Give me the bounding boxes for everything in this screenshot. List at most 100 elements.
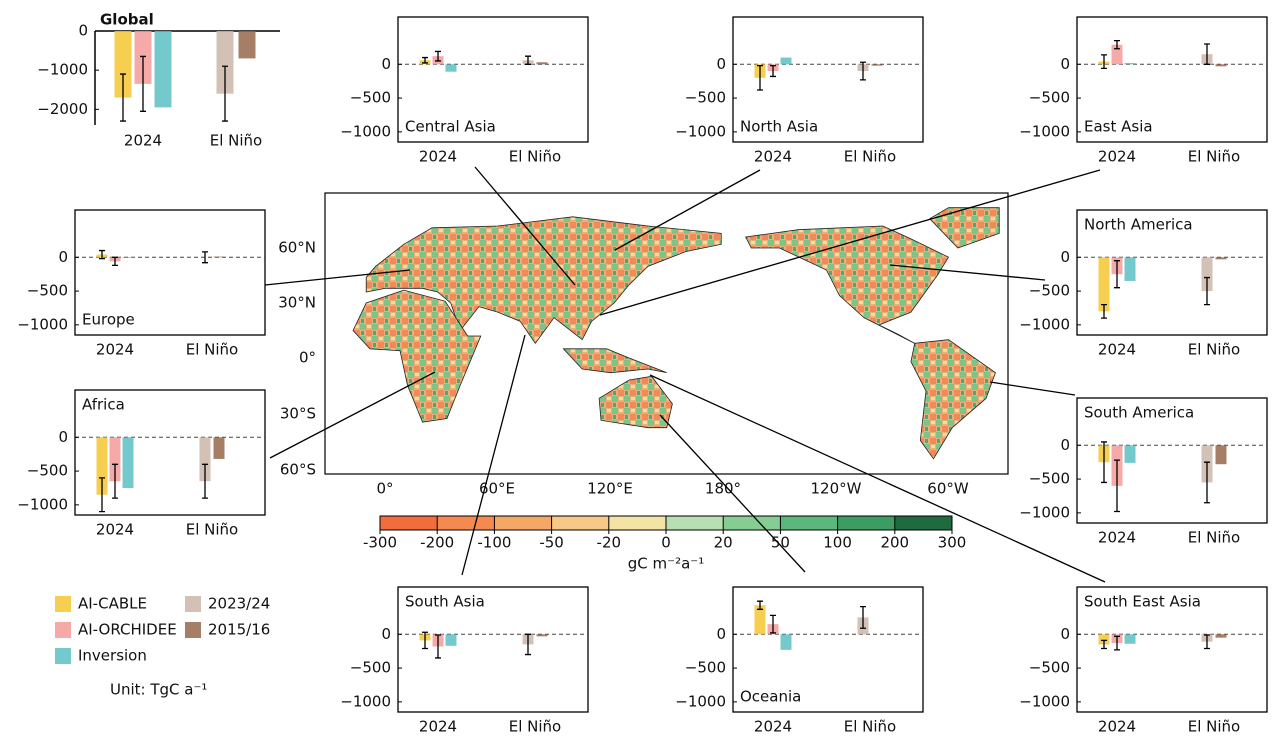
connector: [264, 269, 411, 286]
x-tick-label: El Niño: [1188, 341, 1241, 359]
colorbar-segment: [723, 516, 781, 530]
panel-frame: [1076, 397, 1268, 524]
panel-title: North America: [1084, 216, 1193, 234]
bar: [445, 634, 457, 646]
land: [352, 207, 1000, 460]
error-bar: [1114, 39, 1120, 50]
landmass: [910, 339, 996, 460]
bar: [109, 437, 121, 482]
bar: [445, 64, 457, 72]
x-tick-label: El Niño: [186, 521, 239, 539]
error-bar: [112, 256, 118, 267]
error-bar: [99, 477, 105, 513]
x-tick-label: El Niño: [1188, 529, 1241, 547]
x-tick-label: 2024: [1098, 148, 1136, 166]
bar: [754, 605, 766, 635]
bar: [536, 62, 548, 65]
y-tick-label: 0: [1060, 248, 1070, 266]
bar: [536, 634, 548, 637]
bar: [871, 64, 883, 66]
bar: [213, 256, 225, 258]
x-tick-label: 2024: [1098, 341, 1136, 359]
y-tick-label: −500: [1029, 659, 1070, 677]
error-bar: [222, 65, 228, 122]
colorbar-tick-label: 100: [823, 534, 852, 552]
error-bar: [770, 64, 776, 78]
error-bar: [1204, 461, 1210, 504]
x-tick-label: El Niño: [509, 148, 562, 166]
lat-label: 30°S: [280, 405, 316, 423]
lon-label: 60°W: [927, 480, 969, 498]
panel-title: East Asia: [1084, 118, 1153, 136]
panel-title: Global: [100, 11, 154, 29]
x-tick-label: El Niño: [1188, 148, 1241, 166]
lon-label: 0°: [376, 480, 393, 498]
y-tick-label: −1000: [1019, 315, 1070, 333]
panel-frame: [74, 389, 266, 516]
error-bar: [1204, 43, 1210, 65]
bar: [1124, 634, 1136, 644]
bar: [1124, 62, 1136, 65]
y-tick-label: 0: [78, 22, 88, 40]
lon-label: 60°E: [479, 480, 515, 498]
panel-title: Africa: [82, 396, 125, 414]
y-tick-label: 0: [716, 55, 726, 73]
connector: [474, 166, 576, 286]
bar: [1098, 257, 1110, 312]
error-bar: [525, 633, 531, 656]
y-tick-label: 0: [1060, 625, 1070, 643]
y-tick-label: 0: [381, 55, 391, 73]
landmass: [598, 375, 673, 429]
x-tick-label: El Niño: [210, 132, 263, 150]
y-tick-label: 0: [58, 428, 68, 446]
bar: [213, 437, 225, 459]
lon-label: 120°E: [587, 480, 633, 498]
y-tick-label: 0: [1060, 55, 1070, 73]
bar: [96, 437, 108, 495]
panel-title: Central Asia: [405, 118, 496, 136]
error-bar: [99, 249, 105, 260]
y-tick-label: −500: [1029, 89, 1070, 107]
landmass: [562, 348, 667, 374]
panel-title: North Asia: [740, 118, 818, 136]
connector: [649, 374, 1106, 583]
bar: [1111, 44, 1123, 65]
error-bar: [770, 614, 776, 634]
panel-frame: [1076, 16, 1268, 143]
y-tick-label: −500: [350, 89, 391, 107]
error-bar: [1101, 54, 1107, 70]
map-frame: [324, 192, 1009, 475]
connector: [659, 414, 806, 573]
y-tick-label: 0: [58, 248, 68, 266]
bar: [780, 57, 792, 65]
panel-frame: [397, 586, 589, 713]
x-tick-label: 2024: [419, 148, 457, 166]
connector: [461, 334, 526, 576]
error-bar: [422, 631, 428, 650]
error-bar: [757, 64, 763, 91]
colorbar-segment: [780, 516, 838, 530]
panel-frame: [732, 16, 924, 143]
connector: [614, 169, 761, 251]
x-tick-label: El Niño: [844, 718, 897, 736]
colorbar-tick-label: -200: [420, 534, 454, 552]
y-tick-label: −1000: [340, 692, 391, 710]
landmass: [929, 207, 1000, 249]
legend-label: Inversion: [78, 647, 147, 665]
colorbar-segment: [608, 516, 666, 530]
bar: [1215, 257, 1227, 260]
error-bar: [860, 605, 866, 629]
panel-frame: [397, 16, 589, 143]
x-tick-label: 2024: [96, 521, 134, 539]
colorbar-tick-label: 0: [661, 534, 671, 552]
bar: [780, 634, 792, 650]
bar: [1124, 445, 1136, 463]
error-bar: [120, 73, 126, 122]
error-bar: [1101, 303, 1107, 319]
lat-label: 60°S: [280, 461, 316, 479]
y-tick-label: −1000: [675, 692, 726, 710]
colorbar-label: gC m⁻²a⁻¹: [628, 555, 704, 573]
bar: [1215, 64, 1227, 67]
